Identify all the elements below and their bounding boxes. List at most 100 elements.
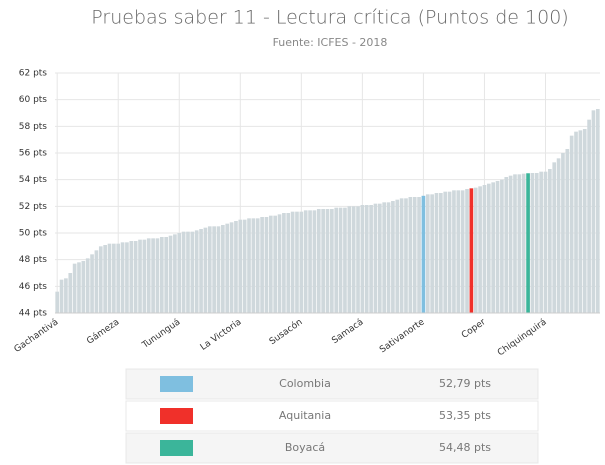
x-tick-label: Gámeza	[85, 317, 121, 346]
bar	[587, 119, 591, 314]
bar	[303, 210, 308, 313]
bar	[561, 153, 565, 313]
bar	[343, 207, 347, 313]
bar	[203, 227, 208, 313]
bar	[565, 149, 570, 313]
bar	[504, 177, 509, 313]
bar	[465, 189, 469, 313]
bar	[521, 173, 526, 313]
legend-row	[125, 432, 539, 464]
bar	[456, 190, 461, 313]
bar	[534, 173, 539, 313]
chart-title: Pruebas saber 11 - Lectura crítica (Punt…	[91, 7, 568, 29]
bar	[199, 229, 203, 313]
bar	[491, 182, 496, 313]
bar	[469, 188, 474, 313]
bar	[133, 241, 138, 313]
y-tick-label: 54 pts	[19, 175, 48, 185]
bar	[443, 191, 448, 313]
bar	[334, 207, 339, 313]
bar	[151, 238, 155, 313]
bar	[68, 273, 73, 313]
bar	[360, 205, 365, 313]
bar	[247, 218, 251, 313]
bar	[417, 197, 421, 313]
bar	[173, 234, 177, 313]
legend-name: Boyacá	[285, 441, 325, 454]
bar	[308, 210, 312, 313]
legend-swatch	[160, 376, 193, 392]
bar	[325, 209, 330, 313]
y-tick-label: 48 pts	[19, 255, 48, 265]
bar	[94, 250, 99, 313]
bar	[495, 181, 500, 313]
bar	[412, 197, 417, 313]
y-tick-label: 58 pts	[19, 122, 48, 132]
bar	[260, 217, 264, 313]
bar	[129, 241, 134, 313]
bar	[216, 226, 221, 313]
bar	[85, 258, 90, 313]
bar	[168, 235, 173, 313]
y-tick-label: 56 pts	[19, 149, 48, 159]
legend-swatch	[160, 408, 193, 424]
bar	[77, 262, 81, 313]
x-tick-label: Sativanorte	[378, 317, 427, 355]
y-tick-label: 44 pts	[19, 309, 48, 319]
bar	[242, 219, 247, 313]
bar	[190, 231, 195, 313]
bar	[59, 279, 64, 313]
bar	[98, 246, 103, 313]
bar	[177, 233, 182, 313]
bar	[408, 197, 413, 313]
bar	[539, 171, 543, 313]
x-tick-label: La Victoria	[199, 317, 244, 352]
bar	[264, 217, 269, 313]
bar	[155, 238, 160, 313]
legend-value: 54,48 pts	[439, 441, 491, 454]
bar	[452, 190, 456, 313]
legend-row	[125, 400, 539, 432]
bar	[382, 202, 387, 313]
x-tick-label: Coper	[460, 317, 488, 341]
bar	[207, 226, 212, 313]
bar	[81, 261, 86, 313]
bar	[221, 225, 225, 313]
bar	[116, 243, 121, 313]
x-tick-label: Susacón	[267, 316, 304, 347]
bar	[316, 209, 321, 313]
bar	[64, 278, 68, 313]
bar	[373, 203, 378, 313]
bar	[321, 209, 325, 313]
bar	[430, 194, 434, 313]
bar	[186, 231, 190, 313]
bar	[225, 223, 230, 313]
bar	[574, 131, 578, 313]
y-tick-label: 60 pts	[19, 95, 48, 105]
bar	[142, 239, 147, 313]
bar	[473, 187, 478, 313]
bar	[103, 245, 107, 313]
bar	[312, 210, 317, 313]
bar	[277, 214, 282, 313]
bar	[255, 218, 260, 313]
bar	[578, 130, 583, 313]
bar	[112, 243, 116, 313]
bar	[582, 129, 587, 313]
bar	[286, 213, 291, 313]
bar	[212, 226, 216, 313]
bar	[530, 173, 535, 313]
bar	[120, 242, 125, 313]
bar	[421, 195, 426, 313]
bar	[107, 243, 112, 313]
y-tick-label: 46 pts	[19, 282, 48, 292]
bar	[447, 191, 452, 313]
y-tick-label: 50 pts	[19, 229, 48, 239]
bar	[552, 162, 557, 313]
bar	[55, 291, 60, 313]
bar	[404, 198, 408, 313]
bar	[351, 206, 356, 313]
legend-row	[125, 368, 539, 400]
bar	[434, 193, 439, 313]
